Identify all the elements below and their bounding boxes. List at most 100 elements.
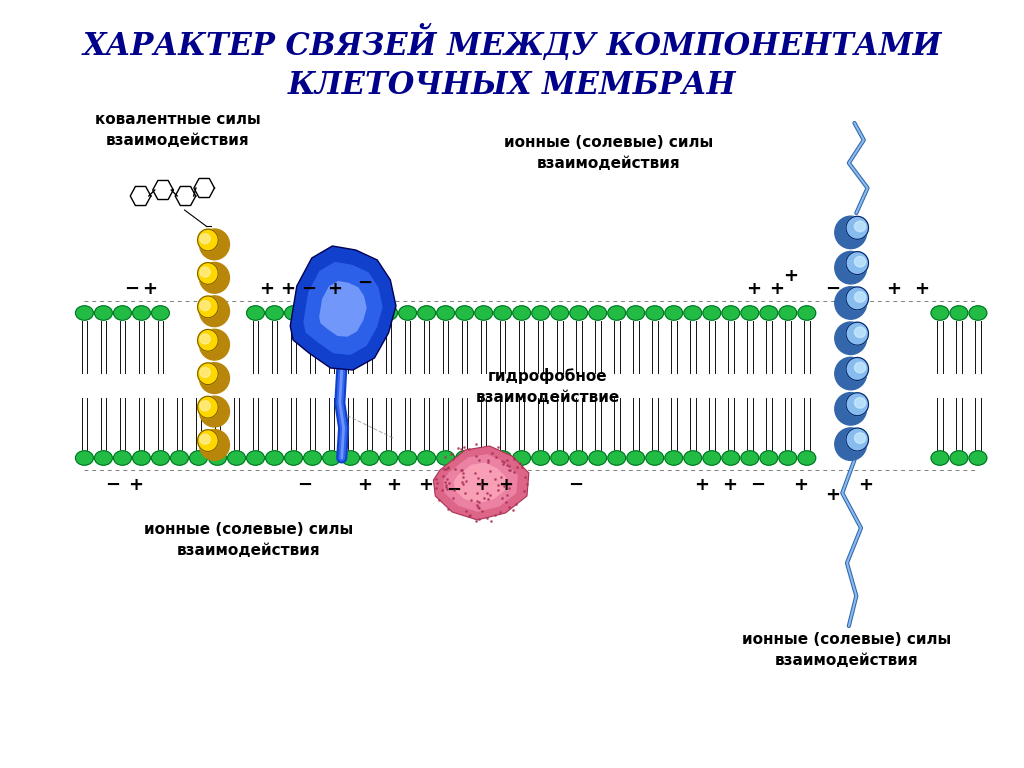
Ellipse shape — [380, 306, 397, 320]
Ellipse shape — [380, 451, 397, 465]
Ellipse shape — [722, 306, 739, 320]
Ellipse shape — [741, 451, 759, 465]
Text: ионные (солевые) силы
взаимодействия: ионные (солевые) силы взаимодействия — [143, 522, 353, 558]
Ellipse shape — [342, 451, 359, 465]
Ellipse shape — [779, 306, 797, 320]
Text: +: + — [259, 280, 274, 298]
Ellipse shape — [835, 428, 866, 460]
Text: КЛЕТОЧНЫХ МЕМБРАН: КЛЕТОЧНЫХ МЕМБРАН — [288, 71, 736, 101]
Ellipse shape — [265, 451, 284, 465]
Ellipse shape — [589, 451, 606, 465]
Ellipse shape — [854, 433, 865, 443]
Ellipse shape — [846, 392, 868, 415]
Ellipse shape — [531, 306, 550, 320]
Ellipse shape — [760, 306, 777, 320]
Text: +: + — [914, 280, 930, 298]
Ellipse shape — [854, 362, 865, 372]
Ellipse shape — [494, 451, 512, 465]
Ellipse shape — [950, 306, 968, 320]
Polygon shape — [303, 262, 383, 355]
Ellipse shape — [189, 451, 208, 465]
Ellipse shape — [198, 329, 218, 351]
Ellipse shape — [200, 434, 210, 445]
Ellipse shape — [931, 306, 949, 320]
Ellipse shape — [200, 367, 210, 377]
Ellipse shape — [152, 306, 169, 320]
Text: −: − — [104, 476, 120, 494]
Text: +: + — [783, 267, 799, 285]
Ellipse shape — [475, 451, 493, 465]
Ellipse shape — [304, 451, 322, 465]
Text: +: + — [498, 476, 513, 494]
Text: +: + — [128, 476, 143, 494]
Ellipse shape — [418, 306, 435, 320]
Ellipse shape — [665, 306, 683, 320]
Ellipse shape — [854, 327, 865, 338]
Ellipse shape — [437, 306, 455, 320]
Ellipse shape — [323, 451, 340, 465]
Text: ионные (солевые) силы
взаимодействия: ионные (солевые) силы взаимодействия — [504, 135, 713, 171]
Ellipse shape — [846, 428, 868, 451]
Ellipse shape — [171, 451, 188, 465]
Ellipse shape — [114, 451, 131, 465]
Ellipse shape — [227, 451, 246, 465]
Text: −: − — [297, 476, 312, 494]
Ellipse shape — [513, 306, 530, 320]
Text: +: + — [723, 476, 737, 494]
Ellipse shape — [722, 451, 739, 465]
Text: +: + — [357, 476, 373, 494]
Ellipse shape — [76, 306, 93, 320]
Polygon shape — [290, 246, 396, 370]
Text: −: − — [751, 476, 766, 494]
Ellipse shape — [200, 429, 229, 460]
Ellipse shape — [200, 362, 229, 393]
Ellipse shape — [360, 306, 379, 320]
Polygon shape — [454, 462, 506, 503]
Ellipse shape — [950, 451, 968, 465]
Ellipse shape — [835, 392, 866, 425]
Ellipse shape — [200, 233, 210, 243]
Text: +: + — [858, 476, 873, 494]
Ellipse shape — [779, 451, 797, 465]
Ellipse shape — [198, 296, 218, 318]
Polygon shape — [443, 454, 518, 511]
Text: −: − — [124, 280, 139, 298]
Ellipse shape — [551, 451, 568, 465]
Text: −: − — [446, 481, 462, 499]
Ellipse shape — [494, 306, 512, 320]
Ellipse shape — [200, 329, 229, 360]
Ellipse shape — [760, 451, 777, 465]
Text: гидрофобное
взаимодействие: гидрофобное взаимодействие — [475, 368, 620, 405]
Ellipse shape — [200, 334, 210, 344]
Ellipse shape — [931, 451, 949, 465]
Ellipse shape — [94, 451, 113, 465]
Text: +: + — [419, 476, 433, 494]
Ellipse shape — [200, 396, 229, 427]
Ellipse shape — [854, 221, 865, 232]
Ellipse shape — [342, 306, 359, 320]
Ellipse shape — [854, 257, 865, 267]
Ellipse shape — [323, 306, 340, 320]
Ellipse shape — [94, 306, 113, 320]
Ellipse shape — [846, 357, 868, 380]
Ellipse shape — [398, 306, 417, 320]
Ellipse shape — [475, 306, 493, 320]
Ellipse shape — [198, 229, 218, 251]
Ellipse shape — [114, 306, 131, 320]
Ellipse shape — [247, 451, 264, 465]
Ellipse shape — [200, 401, 210, 411]
Text: +: + — [694, 476, 710, 494]
Ellipse shape — [285, 451, 302, 465]
Ellipse shape — [835, 286, 866, 319]
Ellipse shape — [854, 398, 865, 408]
Polygon shape — [319, 281, 367, 336]
Ellipse shape — [198, 263, 218, 284]
Ellipse shape — [531, 451, 550, 465]
Text: +: + — [745, 280, 761, 298]
Ellipse shape — [646, 306, 664, 320]
Text: +: + — [142, 280, 158, 298]
Text: ХАРАКТЕР СВЯЗЕЙ МЕЖДУ КОМПОНЕНТАМИ: ХАРАКТЕР СВЯЗЕЙ МЕЖДУ КОМПОНЕНТАМИ — [82, 25, 942, 61]
Text: +: + — [793, 476, 808, 494]
Text: +: + — [769, 280, 784, 298]
Text: +: + — [280, 280, 295, 298]
